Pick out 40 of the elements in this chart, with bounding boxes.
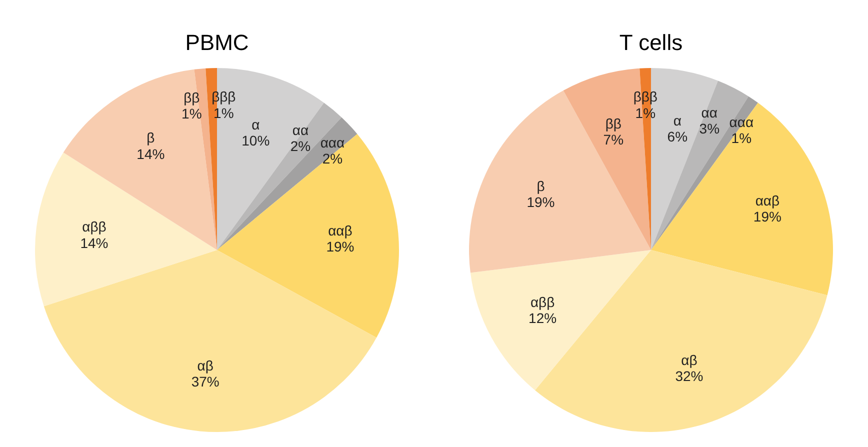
data-label: 14% [136,146,165,162]
slice-label: ββ [184,89,200,106]
slice-label: α [673,112,682,129]
slice-label: βββ [633,88,658,105]
slice-label: ααβ [328,222,352,239]
data-label: 19% [526,194,555,210]
data-label: 7% [603,131,624,148]
pie-slice [470,250,651,390]
slice-label: β [146,130,155,146]
slice-label: αβ [681,352,698,368]
slice-label: ββ [605,115,622,132]
slice-label: αα [701,104,718,120]
slice-label: ααβ [755,192,780,208]
data-label: 2% [322,150,343,167]
slice-label: αββ [530,294,555,310]
data-label: 19% [326,238,354,255]
chart-title: PBMC [185,30,249,55]
slice-label: β [536,178,545,194]
data-label: 3% [699,120,720,137]
data-label: 6% [667,128,688,145]
slice-label: ααα [320,134,345,151]
pie-slice [44,250,376,432]
data-label: 37% [191,374,220,390]
data-label: 19% [753,208,782,224]
data-label: 32% [675,368,704,384]
data-label: 1% [635,104,656,121]
data-label: 14% [80,234,108,251]
data-label: 2% [290,138,311,154]
slice-label: ααα [729,114,754,130]
data-label: 10% [242,132,270,149]
slice-label: αα [292,122,309,138]
slice-label: α [252,116,260,132]
data-label: 12% [528,310,557,326]
pie-slice [217,117,358,250]
chart-title: T cells [619,30,683,55]
slice-label: αββ [82,218,106,235]
data-label: 1% [182,105,202,122]
pie-slice [217,134,399,338]
data-label: 1% [731,130,752,146]
slice-label: αβ [197,357,214,374]
